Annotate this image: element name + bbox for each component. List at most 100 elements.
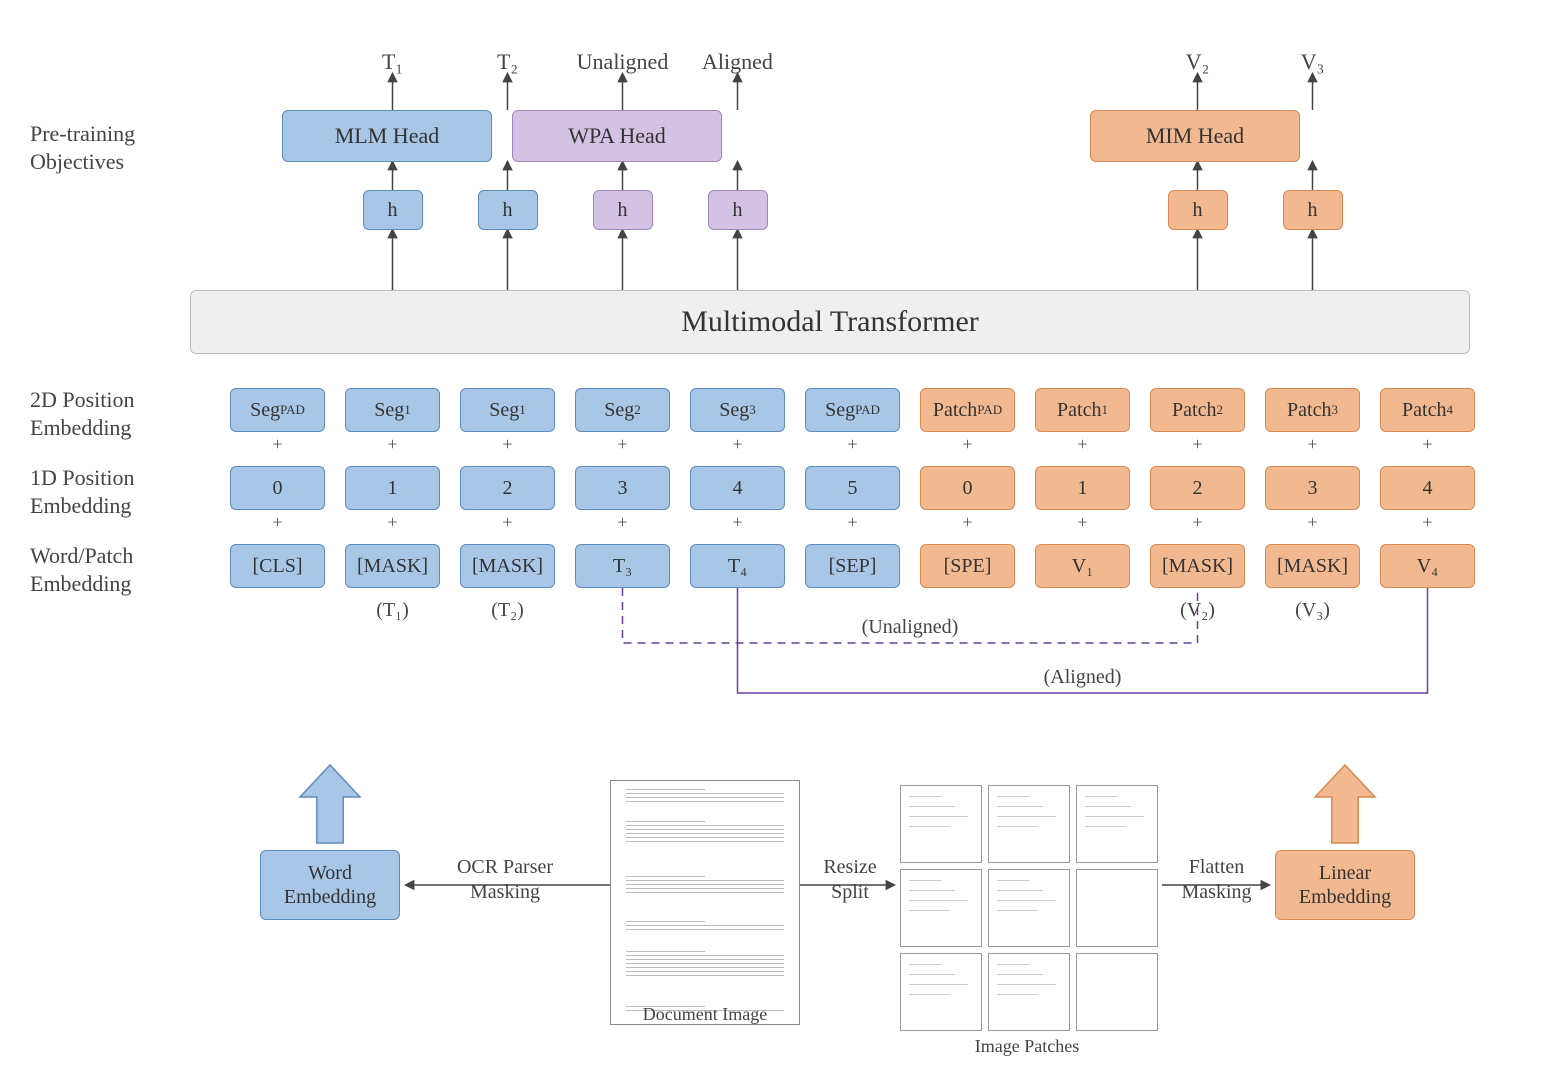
image-patch-0-2 [1076, 785, 1158, 863]
emb-text-3: T₃ [575, 544, 670, 588]
label-pretraining: Pre-trainingObjectives [30, 120, 190, 175]
image-patch-2-2 [1076, 953, 1158, 1031]
image-patch-0-0 [900, 785, 982, 863]
label-unaligned: (Unaligned) [840, 615, 980, 640]
emb-vis-1: V₁ [1035, 544, 1130, 588]
paren-vis-3: (V₃) [1265, 598, 1360, 623]
pos1d-vis-4: 4 [1380, 466, 1475, 510]
seg-text-2: Seg1 [460, 388, 555, 432]
mlm-head: MLM Head [282, 110, 492, 162]
emb-vis-4: V₄ [1380, 544, 1475, 588]
label-resize: ResizeSplit [808, 855, 892, 905]
mim-h-1: h [1283, 190, 1343, 230]
wpa-h-0: h [593, 190, 653, 230]
plus-icon: + [728, 434, 748, 455]
label-flatten: FlattenMasking [1166, 855, 1267, 905]
output-wpa-1: Aligned [680, 48, 795, 76]
output-mim-0: V₂ [1150, 48, 1245, 76]
big-arrow-left [300, 765, 360, 843]
emb-text-0: [CLS] [230, 544, 325, 588]
pos1d-vis-2: 2 [1150, 466, 1245, 510]
linear-embedding-box: LinearEmbedding [1275, 850, 1415, 920]
label-ocr: OCR ParserMasking [408, 855, 602, 905]
pos1d-vis-3: 3 [1265, 466, 1360, 510]
patch-vis-2: Patch2 [1150, 388, 1245, 432]
patch-vis-0: PatchPAD [920, 388, 1015, 432]
mlm-h-1: h [478, 190, 538, 230]
patch-vis-3: Patch3 [1265, 388, 1360, 432]
image-patch-2-0 [900, 953, 982, 1031]
mim-head: MIM Head [1090, 110, 1300, 162]
plus-icon: + [1188, 512, 1208, 533]
paren-vis-2: (V₂) [1150, 598, 1245, 623]
patch-vis-4: Patch4 [1380, 388, 1475, 432]
image-patch-1-2 [1076, 869, 1158, 947]
label-2d-pos: 2D PositionEmbedding [30, 386, 190, 441]
seg-text-3: Seg2 [575, 388, 670, 432]
pos1d-vis-1: 1 [1035, 466, 1130, 510]
diagram-canvas: Pre-trainingObjectives 2D PositionEmbeddi… [0, 0, 1556, 1072]
plus-icon: + [1073, 512, 1093, 533]
label-1d-pos: 1D PositionEmbedding [30, 464, 190, 519]
big-arrow-right [1315, 765, 1375, 843]
output-mlm-0: T₁ [345, 48, 440, 76]
word-embedding-box: WordEmbedding [260, 850, 400, 920]
plus-icon: + [268, 512, 288, 533]
pos1d-text-4: 4 [690, 466, 785, 510]
emb-vis-0: [SPE] [920, 544, 1015, 588]
plus-icon: + [1303, 434, 1323, 455]
pos1d-text-0: 0 [230, 466, 325, 510]
label-image-patches: Image Patches [895, 1035, 1159, 1058]
pos1d-vis-0: 0 [920, 466, 1015, 510]
mim-h-0: h [1168, 190, 1228, 230]
plus-icon: + [383, 512, 403, 533]
plus-icon: + [498, 434, 518, 455]
plus-icon: + [728, 512, 748, 533]
seg-text-0: SegPAD [230, 388, 325, 432]
pos1d-text-5: 5 [805, 466, 900, 510]
plus-icon: + [1073, 434, 1093, 455]
wpa-head: WPA Head [512, 110, 722, 162]
image-patch-2-1 [988, 953, 1070, 1031]
label-aligned: (Aligned) [1023, 665, 1143, 690]
plus-icon: + [958, 512, 978, 533]
output-wpa-0: Unaligned [565, 48, 680, 76]
wpa-h-1: h [708, 190, 768, 230]
plus-icon: + [383, 434, 403, 455]
plus-icon: + [843, 512, 863, 533]
image-patch-0-1 [988, 785, 1070, 863]
plus-icon: + [613, 434, 633, 455]
emb-vis-2: [MASK] [1150, 544, 1245, 588]
label-wordpatch: Word/PatchEmbedding [30, 542, 190, 597]
seg-text-1: Seg1 [345, 388, 440, 432]
multimodal-transformer: Multimodal Transformer [190, 290, 1470, 354]
emb-text-2: [MASK] [460, 544, 555, 588]
image-patch-1-0 [900, 869, 982, 947]
plus-icon: + [1303, 512, 1323, 533]
emb-text-5: [SEP] [805, 544, 900, 588]
plus-icon: + [843, 434, 863, 455]
paren-text-2: (T₂) [460, 598, 555, 623]
paren-text-1: (T₁) [345, 598, 440, 623]
pos1d-text-2: 2 [460, 466, 555, 510]
patch-vis-1: Patch1 [1035, 388, 1130, 432]
emb-vis-3: [MASK] [1265, 544, 1360, 588]
output-mim-1: V₃ [1265, 48, 1360, 76]
label-document-image: Document Image [605, 1003, 805, 1026]
mlm-h-0: h [363, 190, 423, 230]
emb-text-1: [MASK] [345, 544, 440, 588]
pos1d-text-3: 3 [575, 466, 670, 510]
plus-icon: + [958, 434, 978, 455]
plus-icon: + [498, 512, 518, 533]
pos1d-text-1: 1 [345, 466, 440, 510]
plus-icon: + [1188, 434, 1208, 455]
emb-text-4: T₄ [690, 544, 785, 588]
output-mlm-1: T₂ [460, 48, 555, 76]
seg-text-4: Seg3 [690, 388, 785, 432]
plus-icon: + [268, 434, 288, 455]
plus-icon: + [1418, 434, 1438, 455]
document-image [610, 780, 800, 1025]
image-patch-1-1 [988, 869, 1070, 947]
seg-text-5: SegPAD [805, 388, 900, 432]
plus-icon: + [613, 512, 633, 533]
